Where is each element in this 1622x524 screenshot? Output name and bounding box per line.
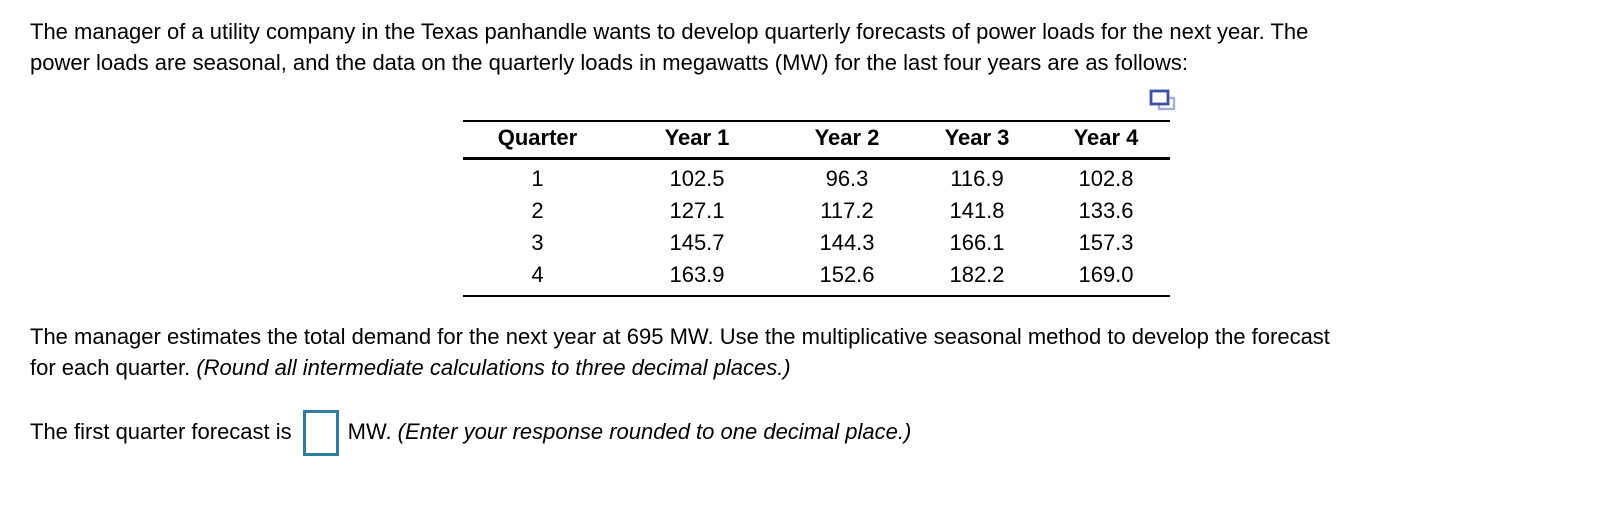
col-header-year1: Year 1 — [612, 121, 782, 160]
instructions-paragraph: The manager estimates the total demand f… — [30, 321, 1592, 383]
col-header-year4: Year 4 — [1042, 121, 1170, 160]
table-header-row: Quarter Year 1 Year 2 Year 3 Year 4 — [463, 121, 1170, 160]
table-row: 3 145.7 144.3 166.1 157.3 — [463, 227, 1170, 259]
instructions-line-2-normal: for each quarter. — [30, 355, 197, 380]
cell-year1: 145.7 — [669, 230, 725, 255]
cell-quarter: 2 — [531, 198, 544, 223]
exercise-page: The manager of a utility company in the … — [30, 16, 1592, 456]
cell-year2: 96.3 — [825, 166, 869, 191]
col-header-year3: Year 3 — [912, 121, 1042, 160]
instructions-line-2: for each quarter. (Round all intermediat… — [30, 352, 1592, 383]
cell-year4: 157.3 — [1078, 230, 1134, 255]
cell-year2: 152.6 — [819, 262, 875, 287]
question-unit: MW. — [347, 418, 392, 444]
cell-year1: 102.5 — [669, 166, 725, 191]
answer-format-note: (Enter your response rounded to one deci… — [397, 418, 912, 444]
cell-year4: 102.8 — [1078, 166, 1134, 191]
power-loads-table: Quarter Year 1 Year 2 Year 3 Year 4 1 10… — [463, 120, 1170, 297]
cell-year2: 117.2 — [820, 198, 874, 223]
instructions-rounding-note: (Round all intermediate calculations to … — [196, 355, 791, 380]
answer-line: The first quarter forecast is MW. (Enter y… — [30, 410, 1592, 456]
intro-paragraph: The manager of a utility company in the … — [30, 16, 1592, 78]
cell-quarter: 4 — [531, 262, 544, 287]
table-row: 2 127.1 117.2 141.8 133.6 — [463, 195, 1170, 227]
cell-year4: 133.6 — [1078, 198, 1134, 223]
intro-line-1: The manager of a utility company in the … — [30, 19, 1309, 44]
question-prefix: The first quarter forecast is — [30, 418, 292, 444]
col-header-quarter: Quarter — [463, 121, 612, 160]
cell-year4: 169.0 — [1078, 262, 1134, 287]
cell-year1: 163.9 — [669, 262, 725, 287]
cell-year2: 144.3 — [819, 230, 875, 255]
cell-year3: 166.1 — [949, 230, 1005, 255]
power-loads-table-area: Quarter Year 1 Year 2 Year 3 Year 4 1 10… — [463, 89, 1176, 297]
col-header-year2: Year 2 — [782, 121, 912, 160]
first-quarter-forecast-input[interactable] — [302, 410, 339, 456]
cell-quarter: 1 — [531, 166, 544, 191]
cell-year3: 116.9 — [950, 166, 1004, 191]
copy-table-icon[interactable] — [1149, 89, 1177, 113]
table-row: 4 163.9 152.6 182.2 169.0 — [463, 259, 1170, 296]
cell-year3: 141.8 — [949, 198, 1005, 223]
cell-year1: 127.1 — [669, 198, 725, 223]
intro-line-2: power loads are seasonal, and the data o… — [30, 50, 1189, 75]
cell-quarter: 3 — [531, 230, 544, 255]
instructions-line-1: The manager estimates the total demand f… — [30, 324, 1330, 349]
table-row: 1 102.5 96.3 116.9 102.8 — [463, 159, 1170, 196]
cell-year3: 182.2 — [949, 262, 1005, 287]
